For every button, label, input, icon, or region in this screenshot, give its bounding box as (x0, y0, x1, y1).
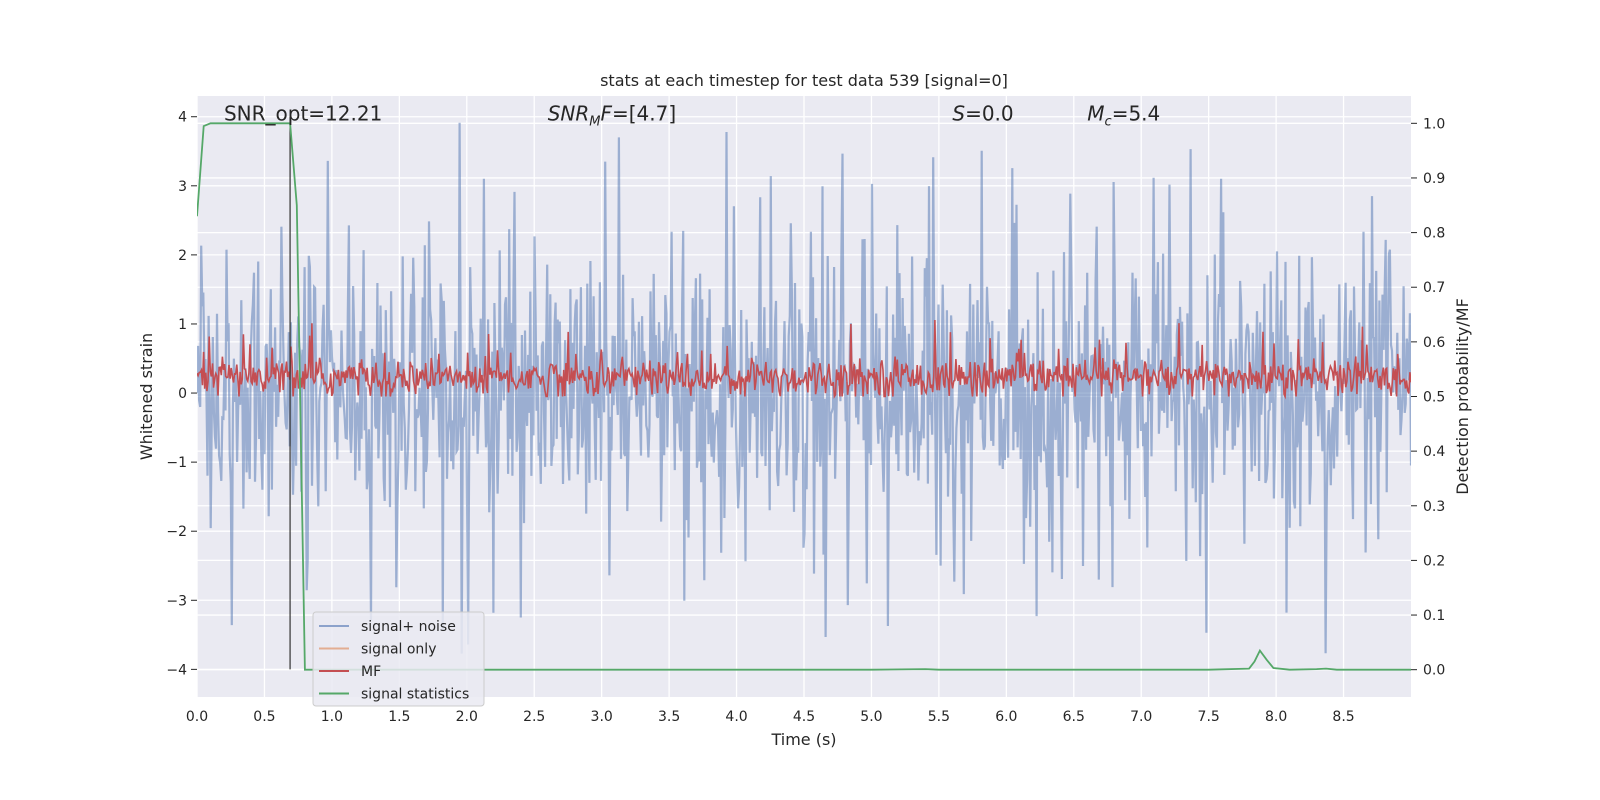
series-mf (197, 319, 1411, 400)
y-tick-label: 0 (178, 386, 187, 402)
x-tick-label: 2.0 (456, 709, 478, 725)
y-right-tick-label: 0.0 (1423, 663, 1445, 679)
x-tick-label: 4.0 (725, 709, 747, 725)
legend-box (312, 611, 485, 707)
y-tick-label: −4 (166, 662, 187, 678)
x-tick-label: 3.0 (591, 709, 613, 725)
series-signal-statistics (197, 122, 1411, 671)
x-tick-label: 3.5 (658, 709, 680, 725)
annotation-mc: Mc=5.4 (1087, 102, 1160, 130)
legend-entry-label: signal only (361, 642, 436, 658)
x-tick-label: 4.5 (793, 709, 815, 725)
x-axis-label: Time (s) (770, 730, 836, 749)
y-tick-label: −3 (166, 593, 187, 609)
x-tick-label: 0.0 (186, 709, 208, 725)
x-tick-label: 5.5 (928, 709, 950, 725)
y-tick-label: 4 (178, 110, 187, 126)
legend-entry-label: signal statistics (361, 687, 469, 703)
annotation-snr-mf: SNRMF=[4.7] (548, 102, 676, 130)
legend: signal+ noise signal only MF signal statist… (312, 611, 485, 707)
y-right-tick-label: 0.9 (1423, 171, 1445, 187)
y-right-tick-label: 0.3 (1423, 499, 1445, 515)
plot-series (197, 116, 1411, 671)
y-right-tick-label: 0.5 (1423, 390, 1445, 406)
x-tick-label: 8.5 (1332, 709, 1354, 725)
x-tick-label: 8.0 (1265, 709, 1287, 725)
y-axis-right: 1.0 0.9 0.8 0.7 0.6 0.5 0.4 0.3 0.2 0.1 0.0 (1411, 116, 1445, 679)
y-tick-label: 3 (178, 179, 187, 195)
legend-entry-label: MF (361, 664, 381, 680)
y-right-tick-label: 0.4 (1423, 444, 1445, 460)
y-tick-label: −1 (166, 455, 187, 471)
x-tick-label: 5.0 (860, 709, 882, 725)
y-tick-label: −2 (166, 524, 187, 540)
y-right-tick-label: 1.0 (1423, 116, 1445, 132)
y-right-tick-label: 0.7 (1423, 280, 1445, 296)
x-tick-label: 2.5 (523, 709, 545, 725)
annotation-snr-opt: SNR_opt=12.21 (224, 102, 382, 126)
y-tick-label: 2 (178, 248, 187, 264)
x-tick-label: 6.0 (995, 709, 1017, 725)
y-tick-label: 1 (178, 317, 187, 333)
annotations: SNR_opt=12.21 SNRMF=[4.7] S=0.0 Mc=5.4 (224, 102, 1160, 130)
chart-title: stats at each timestep for test data 539… (600, 71, 1008, 90)
y-right-tick-label: 0.8 (1423, 226, 1445, 242)
x-tick-label: 1.0 (321, 709, 343, 725)
y-axis-label: Whitened strain (137, 333, 156, 460)
x-tick-label: 7.5 (1198, 709, 1220, 725)
x-tick-label: 6.5 (1063, 709, 1085, 725)
y-axis-left: 4 3 2 1 0 −1 −2 −3 −4 (166, 110, 197, 678)
x-tick-label: 1.5 (388, 709, 410, 725)
y-axis-right-label: Detection probability/MF (1453, 298, 1472, 495)
x-tick-label: 7.0 (1130, 709, 1152, 725)
grid (196, 96, 1411, 697)
x-axis: 0.0 0.5 1.0 1.5 2.0 2.5 3.0 3.5 4.0 4.5 5.0 5.5 6.0 6… (186, 709, 1355, 725)
series-signal-noise (197, 122, 1411, 654)
y-right-tick-label: 0.1 (1423, 608, 1445, 624)
annotation-s: S=0.0 (952, 102, 1013, 126)
x-tick-label: 0.5 (253, 709, 275, 725)
y-right-tick-label: 0.2 (1423, 553, 1445, 569)
legend-entry-label: signal+ noise (361, 619, 456, 635)
y-right-tick-label: 0.6 (1423, 335, 1445, 351)
